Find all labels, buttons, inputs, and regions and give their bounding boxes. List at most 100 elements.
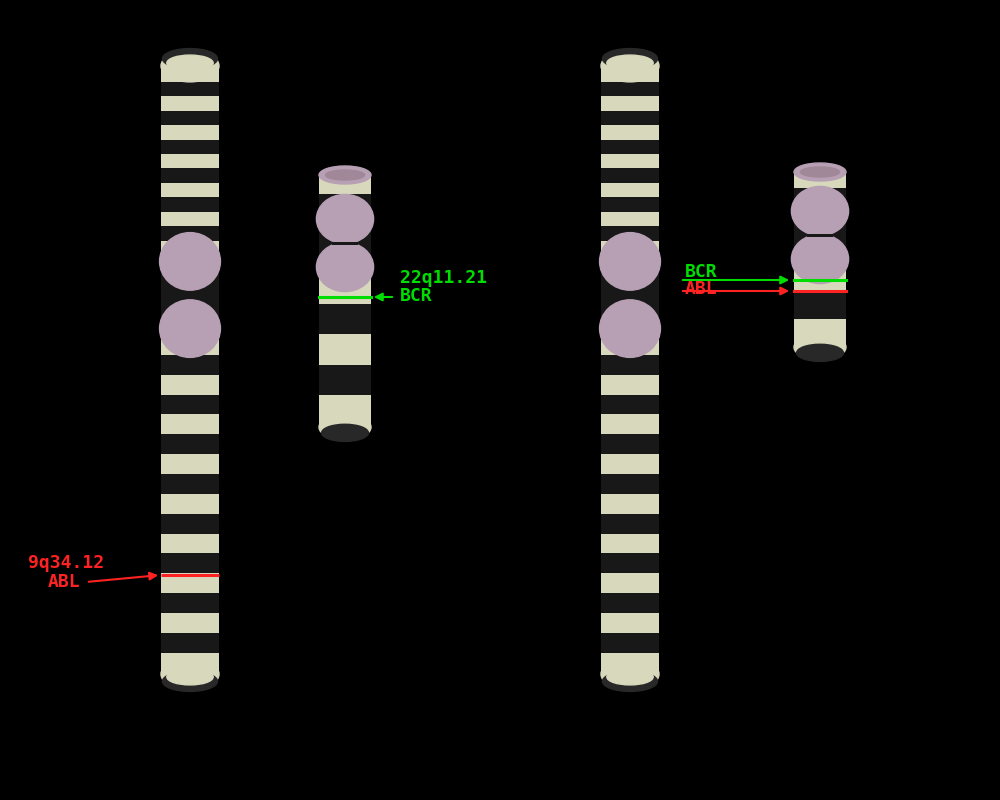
Bar: [601, 494, 659, 514]
Bar: [161, 110, 219, 125]
Bar: [161, 125, 219, 139]
Ellipse shape: [797, 344, 843, 362]
Bar: [161, 212, 219, 226]
Bar: [161, 514, 219, 534]
Bar: [161, 241, 219, 255]
Bar: [601, 374, 659, 394]
Bar: [601, 255, 659, 335]
Bar: [601, 653, 659, 673]
Bar: [161, 633, 219, 653]
Bar: [601, 613, 659, 633]
Bar: [161, 67, 219, 82]
Text: ABL: ABL: [48, 573, 81, 591]
Bar: [178, 294, 202, 297]
Ellipse shape: [794, 163, 846, 181]
Bar: [161, 169, 219, 183]
Ellipse shape: [162, 671, 218, 691]
Bar: [794, 318, 846, 346]
Ellipse shape: [167, 669, 213, 685]
Bar: [601, 474, 659, 494]
Bar: [161, 414, 219, 434]
Ellipse shape: [794, 334, 846, 360]
Ellipse shape: [791, 234, 849, 284]
Bar: [161, 613, 219, 633]
Ellipse shape: [602, 671, 658, 691]
Bar: [794, 188, 846, 205]
Text: BCR: BCR: [400, 287, 433, 305]
Bar: [161, 183, 219, 198]
Bar: [319, 303, 371, 334]
Ellipse shape: [791, 186, 849, 235]
Bar: [319, 334, 371, 365]
Bar: [601, 139, 659, 154]
Bar: [161, 593, 219, 613]
Bar: [161, 653, 219, 673]
Bar: [161, 574, 219, 593]
Bar: [601, 67, 659, 82]
Bar: [161, 434, 219, 454]
Bar: [601, 414, 659, 434]
Bar: [161, 226, 219, 241]
Bar: [807, 234, 833, 237]
Bar: [601, 514, 659, 534]
Ellipse shape: [607, 55, 653, 71]
Bar: [161, 198, 219, 212]
Bar: [601, 355, 659, 374]
Ellipse shape: [161, 658, 219, 690]
Bar: [161, 454, 219, 474]
Bar: [618, 294, 642, 297]
Bar: [794, 205, 846, 265]
Bar: [601, 110, 659, 125]
Ellipse shape: [602, 49, 658, 69]
Ellipse shape: [316, 194, 374, 243]
Text: 9q34.12: 9q34.12: [28, 554, 104, 572]
Bar: [601, 169, 659, 183]
Bar: [601, 82, 659, 96]
Ellipse shape: [162, 49, 218, 69]
Text: BCR: BCR: [685, 263, 718, 281]
Bar: [601, 125, 659, 139]
Bar: [161, 96, 219, 110]
Bar: [161, 139, 219, 154]
Bar: [601, 593, 659, 613]
Bar: [319, 365, 371, 395]
Bar: [601, 154, 659, 169]
Bar: [601, 633, 659, 653]
Bar: [601, 554, 659, 574]
Bar: [601, 198, 659, 212]
Bar: [601, 454, 659, 474]
Bar: [794, 171, 846, 188]
Ellipse shape: [800, 167, 840, 177]
Ellipse shape: [322, 424, 368, 442]
Bar: [332, 242, 358, 245]
Bar: [161, 335, 219, 355]
Bar: [161, 474, 219, 494]
Ellipse shape: [161, 50, 219, 82]
Bar: [601, 434, 659, 454]
Ellipse shape: [607, 669, 653, 685]
Bar: [319, 213, 371, 273]
Ellipse shape: [601, 658, 659, 690]
Bar: [601, 226, 659, 241]
Ellipse shape: [326, 170, 364, 180]
Bar: [601, 574, 659, 593]
Ellipse shape: [160, 233, 220, 290]
Ellipse shape: [316, 242, 374, 292]
Bar: [161, 534, 219, 554]
Text: 22q11.21: 22q11.21: [400, 269, 487, 287]
Ellipse shape: [600, 233, 660, 290]
Bar: [161, 394, 219, 414]
Bar: [161, 82, 219, 96]
Bar: [601, 212, 659, 226]
Text: ABL: ABL: [685, 280, 718, 298]
Bar: [601, 183, 659, 198]
Ellipse shape: [167, 55, 213, 71]
Bar: [161, 554, 219, 574]
Bar: [319, 273, 371, 303]
Bar: [601, 394, 659, 414]
Bar: [601, 534, 659, 554]
Bar: [161, 374, 219, 394]
Bar: [319, 395, 371, 426]
Bar: [319, 174, 371, 194]
Ellipse shape: [319, 414, 371, 440]
